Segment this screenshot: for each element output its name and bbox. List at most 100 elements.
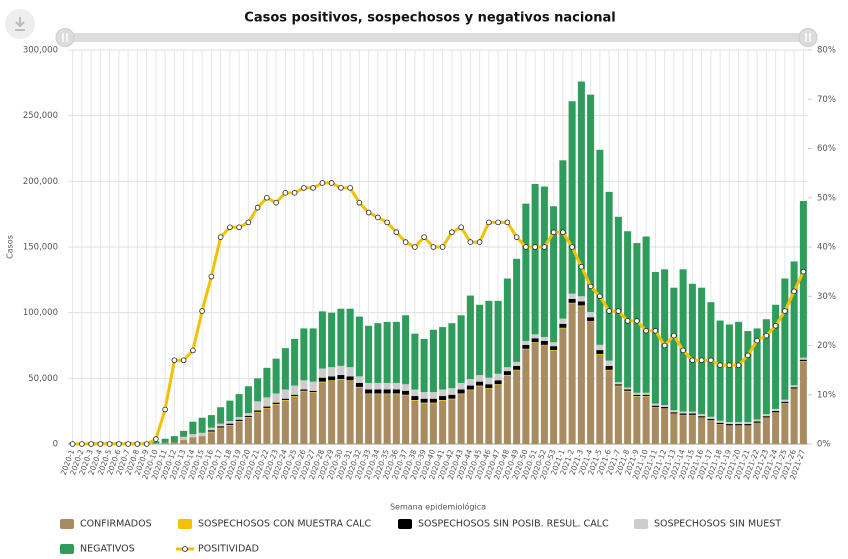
bar-segment	[772, 412, 780, 444]
bar-segment	[661, 269, 669, 405]
handle-grip	[805, 33, 811, 42]
bar-segment	[355, 387, 363, 444]
bar-segment	[642, 394, 650, 397]
bar-segment	[254, 401, 262, 411]
bar-segment	[355, 376, 363, 383]
bar-segment	[624, 390, 632, 392]
slider-handle[interactable]	[55, 28, 75, 47]
bar-segment	[439, 389, 447, 397]
bar-segment	[411, 400, 419, 401]
line-marker	[541, 244, 548, 250]
bar-segment	[735, 425, 743, 444]
bar-segment	[235, 419, 243, 422]
bar-segment	[744, 424, 752, 426]
y-tick-label: 200,000	[23, 177, 58, 187]
bar-segment	[688, 415, 696, 444]
line-marker	[698, 357, 705, 364]
bar-segment	[679, 269, 687, 412]
bar-segment	[485, 377, 493, 385]
line-marker	[69, 441, 76, 447]
line-marker	[328, 180, 335, 186]
bar-segment	[300, 390, 308, 392]
bar-segment	[503, 375, 511, 444]
bar-segment	[661, 406, 669, 409]
bar-segment	[244, 415, 252, 418]
bar-segment	[466, 390, 474, 444]
legend-label: NEGATIVOS	[80, 544, 135, 555]
bar-segment	[522, 344, 530, 349]
bar-segment	[374, 382, 382, 390]
bar-segment	[420, 392, 428, 399]
y2-tick-label: 40%	[817, 243, 836, 253]
bar-segment	[781, 401, 789, 404]
legend-swatch	[60, 519, 74, 529]
bar-segment	[217, 423, 225, 427]
bar-segment	[365, 389, 373, 394]
bar-segment	[180, 439, 188, 441]
bar-segment	[346, 376, 354, 381]
bar-segment	[374, 393, 382, 395]
bar-segment	[235, 417, 243, 420]
bar-segment	[633, 396, 641, 397]
line-marker	[273, 199, 279, 206]
bar-segment	[170, 436, 178, 443]
bar-segment	[217, 427, 225, 429]
line-marker	[439, 244, 446, 250]
bar-segment	[355, 382, 363, 387]
line-marker	[800, 268, 807, 275]
line-marker	[578, 263, 585, 270]
bar-segment	[494, 380, 502, 385]
bar-segment	[198, 417, 206, 433]
bar-segment	[429, 329, 437, 393]
line	[72, 181, 805, 446]
bar-segment	[503, 278, 511, 368]
bar-segment	[753, 422, 761, 444]
bar-segment	[318, 311, 326, 369]
line-marker	[615, 308, 622, 314]
bar-segment	[744, 425, 752, 444]
bar-segment	[272, 393, 280, 403]
bar-segment	[799, 201, 807, 358]
bar-segment	[272, 404, 280, 444]
bar-segment	[420, 338, 428, 393]
bar-segment	[291, 394, 299, 397]
bar-segment	[587, 321, 595, 322]
bar-segment	[383, 394, 391, 444]
bar-segment	[254, 378, 262, 402]
line-marker	[671, 332, 677, 339]
bar-segment	[365, 382, 373, 390]
bar-segment	[429, 402, 437, 404]
bar-segment	[679, 415, 687, 444]
line-marker	[402, 239, 409, 245]
bar-segment	[503, 375, 511, 376]
line-marker	[745, 352, 751, 359]
bar-segment	[328, 312, 336, 368]
bar-segment	[614, 386, 622, 444]
range-slider[interactable]	[58, 33, 810, 42]
bar-segment	[624, 391, 632, 444]
line-marker	[393, 229, 400, 236]
bar-segment	[707, 416, 715, 419]
bar-segment	[642, 236, 650, 393]
line-marker	[227, 224, 233, 231]
line-marker	[319, 180, 326, 186]
slider-handle[interactable]	[798, 28, 818, 47]
bar-segment	[550, 342, 558, 347]
bar-segment	[614, 216, 622, 383]
bar-segment	[587, 317, 595, 322]
line-marker	[513, 234, 520, 240]
bar-segment	[309, 390, 317, 393]
bar-segment	[337, 379, 345, 444]
bar-segment	[790, 388, 798, 444]
line-marker	[384, 219, 390, 226]
bar-segment	[309, 392, 317, 444]
bar-segment	[291, 338, 299, 386]
bar-segment	[716, 420, 724, 423]
bar-segment	[392, 382, 400, 390]
bar-segment	[725, 324, 733, 423]
line-marker	[449, 229, 455, 236]
handle-grip	[62, 33, 68, 42]
bar-segment	[642, 396, 650, 444]
bar-segment	[522, 340, 530, 345]
bar-segment	[633, 243, 641, 393]
